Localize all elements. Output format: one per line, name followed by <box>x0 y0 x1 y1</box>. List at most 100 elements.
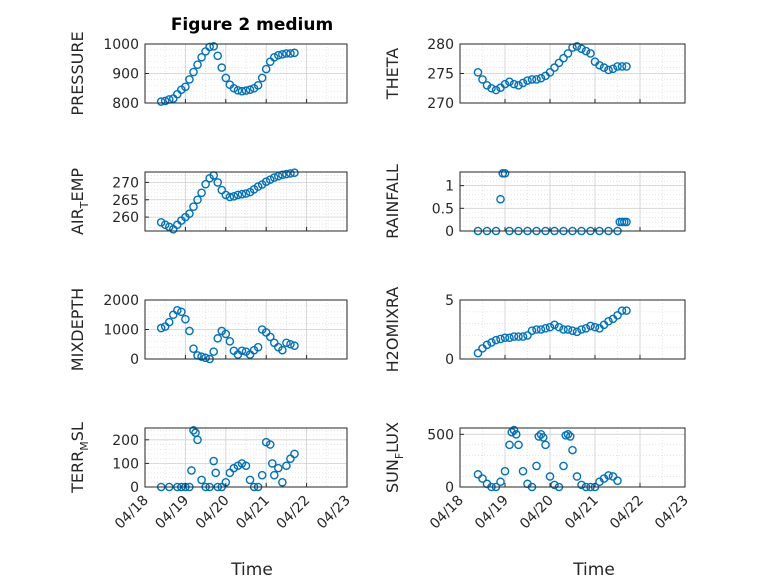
data-point <box>173 306 182 315</box>
data-point <box>290 168 299 177</box>
data-point <box>572 327 582 337</box>
data-point <box>617 62 627 71</box>
data-point <box>189 344 198 353</box>
terr-msl-panel: 0 100 200 04/18 04/19 04/20 04/21 04/22 04/23 TER… <box>68 422 354 532</box>
y-axis-label-rest: EMP <box>68 168 87 202</box>
data-point <box>209 456 218 466</box>
y-axis-label-main: TERR <box>68 451 87 494</box>
data-point <box>221 190 231 200</box>
x-axis-label-right: Time <box>572 560 615 580</box>
data-point <box>245 85 255 95</box>
y-tick-label: 1 <box>445 179 454 195</box>
data-point <box>290 449 299 459</box>
data-point <box>278 345 287 355</box>
pressure-panel: 800 900 1000 PRESSURE <box>68 31 348 116</box>
y-tick-label: 1000 <box>103 37 139 53</box>
data-point <box>211 468 220 478</box>
data-point <box>181 314 190 324</box>
data-point <box>265 440 275 449</box>
data-point <box>550 63 559 72</box>
data-point <box>532 75 541 84</box>
y-tick-label: 5 <box>445 293 454 309</box>
data-point <box>496 334 505 344</box>
data-point <box>261 177 271 187</box>
data-point <box>527 75 537 84</box>
data-point <box>532 461 541 471</box>
data-point <box>505 440 514 450</box>
y-axis-label-subscript: M <box>78 441 91 451</box>
data-point <box>286 339 295 349</box>
data-point <box>197 475 206 485</box>
axes-box <box>459 299 686 360</box>
y-axis-label-main: AIR <box>68 208 87 235</box>
data-point <box>189 202 198 212</box>
data-point <box>514 81 523 90</box>
data-point <box>478 474 487 483</box>
y-axis-label-subscript: F <box>393 453 406 459</box>
data-point <box>185 75 194 84</box>
data-point <box>160 220 170 230</box>
y-tick-label: 0 <box>445 480 454 496</box>
plot-area <box>460 300 685 359</box>
data-point <box>241 86 251 95</box>
data-point <box>608 472 618 481</box>
data-point <box>491 85 501 95</box>
data-point <box>233 190 243 200</box>
data-point <box>500 333 510 343</box>
data-point <box>274 171 283 181</box>
data-point <box>536 73 546 83</box>
y-tick-label: 0.5 <box>432 201 454 217</box>
data-point <box>257 470 267 480</box>
data-point <box>241 461 251 471</box>
y-tick-label: 900 <box>112 67 139 83</box>
plot-area <box>145 428 347 487</box>
data-point <box>487 338 496 347</box>
data-point <box>613 311 622 320</box>
data-point <box>197 352 206 361</box>
data-point <box>613 476 622 485</box>
data-point <box>554 58 564 68</box>
y-tick-label: 200 <box>112 433 139 449</box>
data-point <box>274 50 283 60</box>
data-point <box>213 178 223 187</box>
x-tick-label: 04/18 <box>427 493 467 533</box>
data-point <box>473 348 483 358</box>
data-point <box>269 470 279 480</box>
data-point <box>563 325 573 334</box>
data-point <box>563 49 573 58</box>
data-point <box>518 466 528 476</box>
x-tick-label: 04/21 <box>233 493 273 533</box>
y-axis-label: TERRMSL <box>68 422 91 494</box>
data-point <box>507 427 517 437</box>
y-tick-label: 800 <box>112 96 139 112</box>
data-point <box>577 44 586 54</box>
data-point <box>278 170 287 180</box>
data-point <box>290 341 299 351</box>
data-point <box>617 306 627 315</box>
data-point <box>274 463 283 473</box>
y-tick-label: 100 <box>112 456 139 472</box>
data-point <box>568 445 577 455</box>
data-point <box>181 82 190 92</box>
data-point <box>559 53 568 63</box>
y-axis-label-rest: LUX <box>383 422 402 453</box>
data-point <box>518 332 528 341</box>
y-axis-label: MIXDEPTH <box>68 288 87 371</box>
data-point <box>577 325 586 334</box>
data-point <box>590 322 600 332</box>
data-point <box>160 96 170 106</box>
data-point <box>572 42 582 51</box>
data-point <box>156 97 166 106</box>
data-point <box>523 331 532 340</box>
data-point <box>581 324 591 333</box>
data-point <box>518 78 528 88</box>
data-point <box>229 191 239 201</box>
data-point <box>209 347 218 356</box>
data-point <box>253 81 263 90</box>
data-point <box>586 321 595 331</box>
x-tick-label: 04/19 <box>152 493 192 533</box>
data-point <box>269 173 279 182</box>
data-point <box>487 83 496 93</box>
data-point <box>267 459 277 468</box>
data-point <box>509 79 519 89</box>
